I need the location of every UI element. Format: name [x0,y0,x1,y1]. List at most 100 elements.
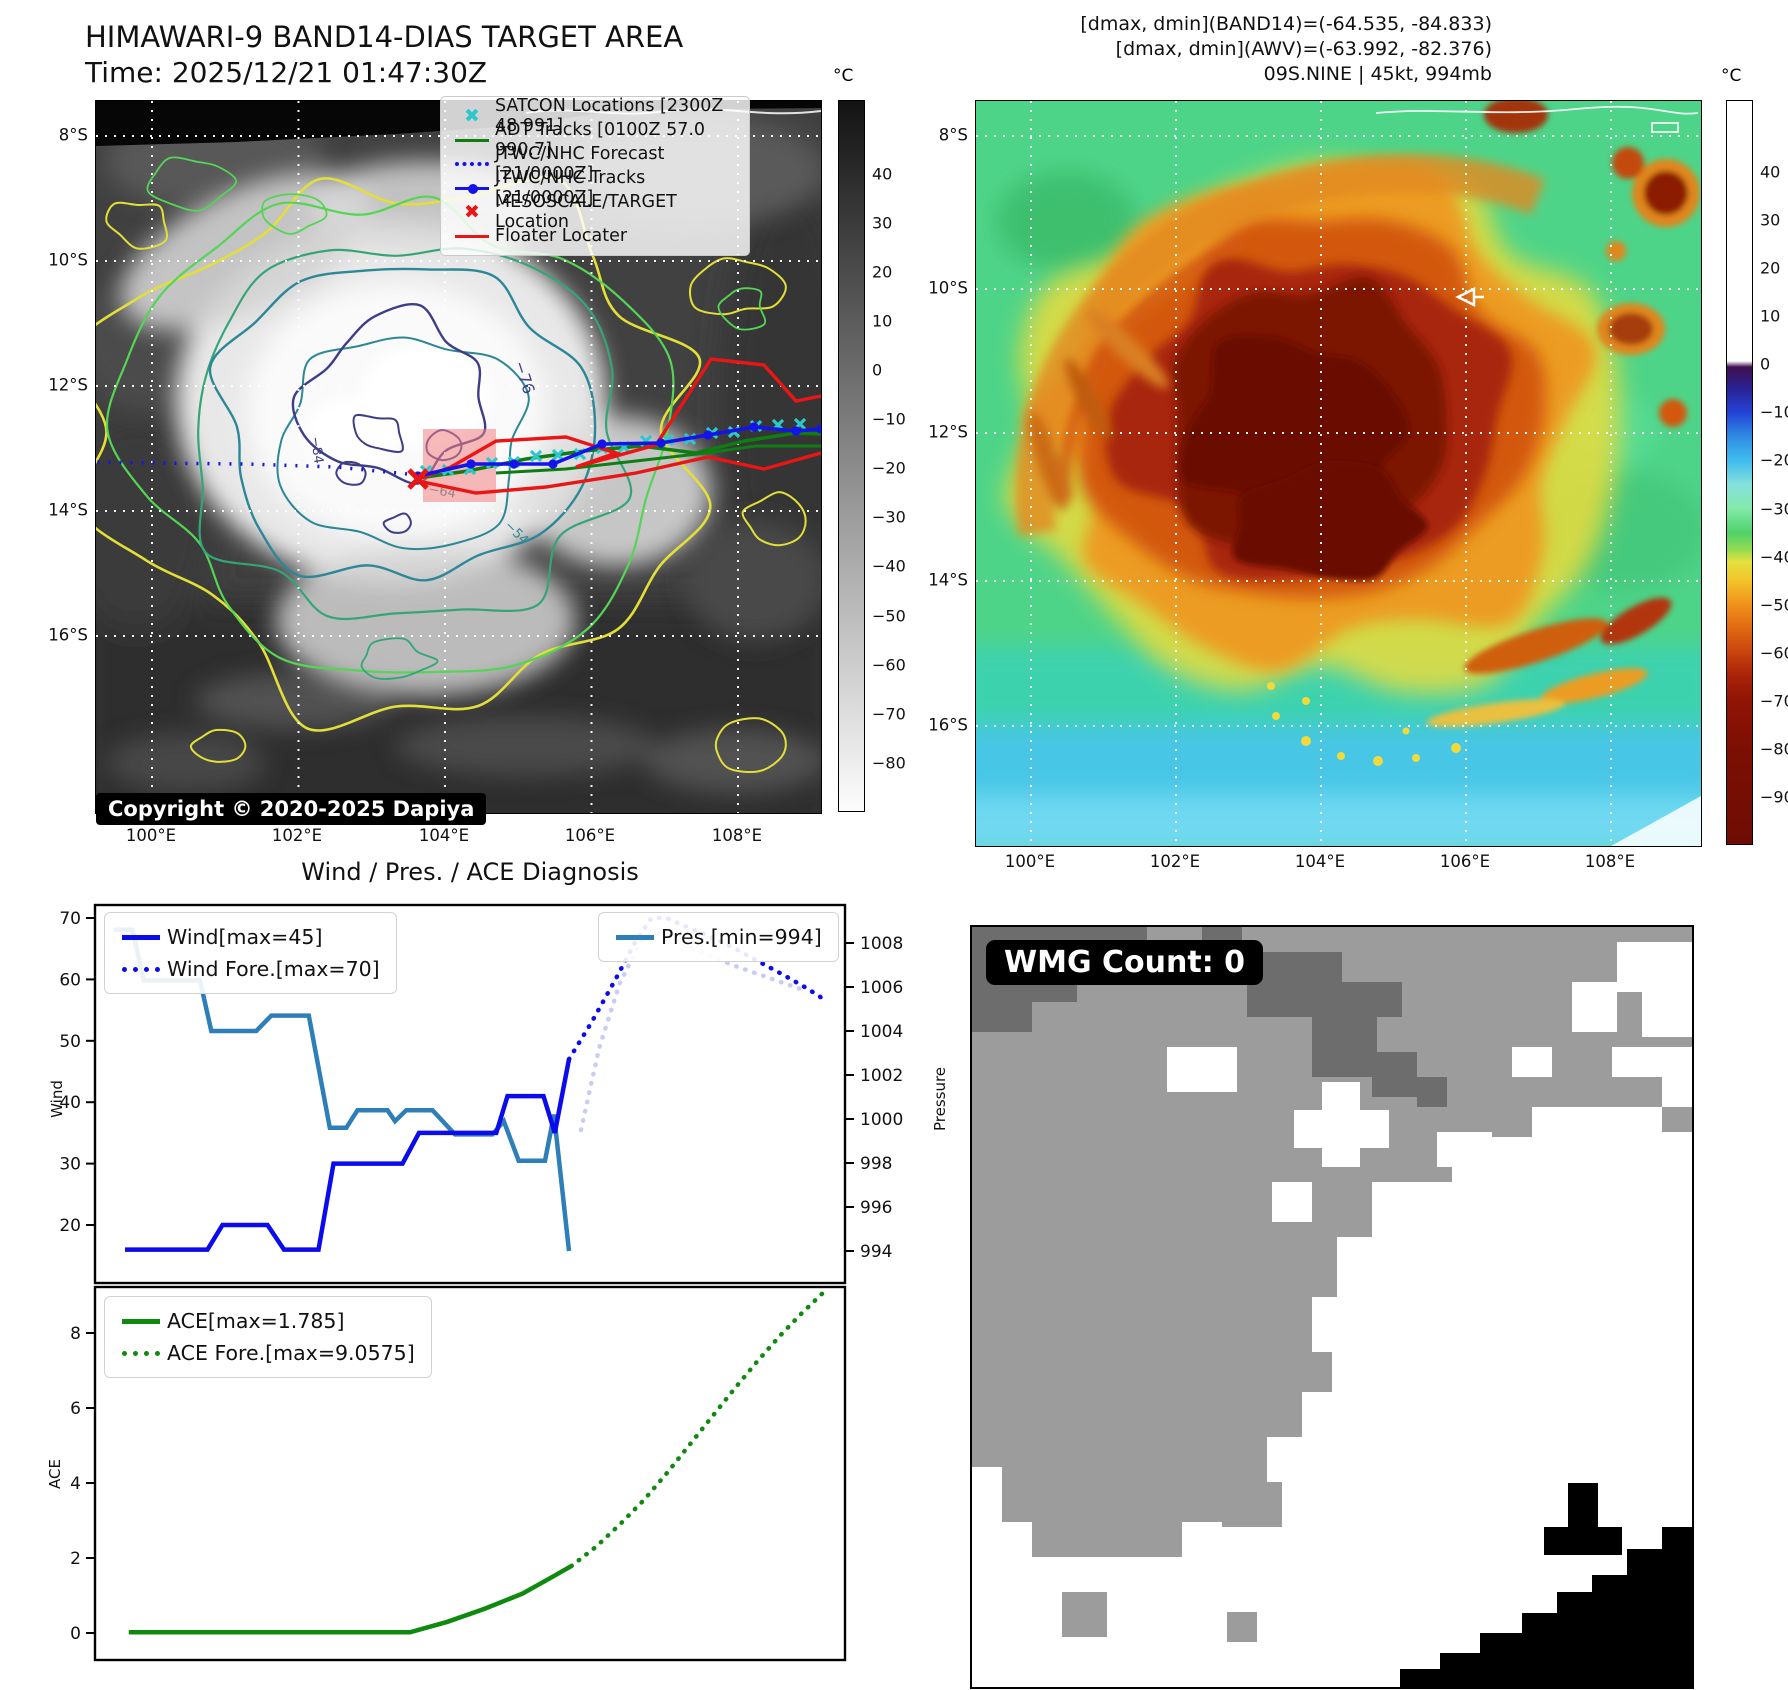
diagnosis-title: Wind / Pres. / ACE Diagnosis [301,858,639,886]
awv-colorbar-tick: 40 [1760,162,1781,182]
awv-colorbar-tick: 30 [1760,210,1781,230]
awv-lat-tick: 16°S [928,715,968,735]
band14-colorbar-tick: −70 [872,704,906,724]
line-marker-icon [449,234,495,238]
axis-tick-label: 0 [70,1624,81,1644]
awv-lat-tick: 10°S [928,278,968,298]
awv-colorbar-unit: °C [1721,66,1742,86]
mask-white-holes [972,942,1692,1527]
line-marker-icon [115,1350,167,1356]
axis-tick-label: 40 [59,1093,81,1113]
jtwc-track-point [791,426,801,436]
awv-lat-tick: 14°S [928,570,968,590]
legend-item: JTWC/NHC Tracks [21/0000Z] [449,168,737,208]
legend-item: ✖ SATCON Locations [2300Z 48 991] [449,96,737,136]
coastline-north [1375,105,1699,133]
axis-tick-label: 60 [59,970,81,990]
awv-colorbar-tick: −40 [1760,547,1788,567]
axis-tick-label: 20 [59,1216,81,1236]
outlying-cloud-spots [1426,101,1700,727]
series-Pres.[min=994] [113,927,572,1252]
awv-colorbar-tick: 10 [1760,306,1781,326]
band14-colorbar-tick: 20 [872,262,893,282]
axis-tick-label: 1008 [860,934,903,954]
band14-colorbar-tick: −60 [872,655,906,675]
awv-colorbar-tick: 20 [1760,258,1781,278]
axis-tick-label: 50 [59,1032,81,1052]
awv-lon-tick: 102°E [1149,852,1201,871]
legend-item: ADT Tracks [0100Z 57.0 990.7] [449,120,737,160]
x-marker-icon: ✖ [464,104,480,127]
legend-item: ACE Fore.[max=9.0575] [115,1337,415,1369]
line-marker-icon [115,966,167,972]
storm-tracks [96,357,821,502]
ace-chart: 0 2 4 6 8 [70,1285,847,1662]
legend-label: ACE[max=1.785] [167,1309,345,1333]
graticule [976,101,1701,846]
legend-label: SATCON Locations [2300Z 48 991] [495,96,724,136]
jtwc-track-point [816,424,821,434]
jtwc-track-point [509,459,519,469]
band14-colorbar-tick: −20 [872,458,906,478]
axis-tick-label: 998 [860,1154,892,1174]
awv-colorbar-tick: −20 [1760,450,1788,470]
axis-tick-label: 1002 [860,1066,903,1086]
series-Wind Fore.[max=70] [566,915,829,1062]
awv-lon-tick: 108°E [1584,852,1636,871]
axis-tick-label: 30 [59,1155,81,1175]
band14-lat-tick: 16°S [48,625,88,645]
legend-item: Floater Locater [449,224,737,248]
ace-axis-title: ACE [45,1459,64,1489]
band14-colorbar-tick: −50 [872,606,906,626]
jtwc-track-point [548,459,558,469]
band14-lon-tick: 102°E [271,826,323,845]
dmax-dmin-band14: [dmax, dmin](BAND14)=(-64.535, -84.833) [1080,13,1492,35]
series-ACE Fore.[max=9.0575] [569,1291,825,1569]
band14-colorbar-tick: 40 [872,164,893,184]
jtwc-track-point [703,430,713,440]
awv-lat-tick: 12°S [928,422,968,442]
legend-label: JTWC/NHC Tracks [21/0000Z] [495,168,646,208]
axis-tick-label: 70 [59,909,81,929]
series-Wind[max=45] [125,1058,572,1252]
legend-label: MESOSCALE/TARGET Location [495,192,677,232]
legend-label: Pres.[min=994] [661,925,822,949]
line-marker-icon [449,183,495,194]
series-pres-forecast-faint [578,929,810,1133]
legend-item: JTWC/NHC Forecast [21/0000Z] [449,144,737,184]
legend-label: ADT Tracks [0100Z 57.0 990.7] [495,120,706,160]
awv-colorbar-tick: −90 [1760,787,1788,807]
swath-edge-corner [1611,796,1701,846]
band14-colorbar-tick: −40 [872,556,906,576]
legend-label: Floater Locater [495,226,628,246]
legend-label: Wind[max=45] [167,925,323,949]
band14-colorbar-tick: 30 [872,213,893,233]
legend-label: Wind Fore.[max=70] [167,957,380,981]
band14-colorbar-tick: −10 [872,409,906,429]
band14-lon-tick: 100°E [125,826,177,845]
satcon-x-marker [529,449,543,463]
axis-tick-label: 4 [70,1474,81,1494]
axis-tick-label: 6 [70,1399,81,1419]
awv-colorbar-tick: −60 [1760,643,1788,663]
line-marker-icon [609,934,661,940]
wmg-mask-image [972,927,1692,1687]
pressure-axis-title: Pressure [931,1066,950,1132]
axis-tick-label: 1000 [860,1110,903,1130]
storm-id-intensity: 09S.NINE | 45kt, 994mb [1263,63,1492,85]
band14-colorbar-tick: −30 [872,507,906,527]
legend-item: Pres.[min=994] [609,921,822,953]
pressure-chart-legend: Pres.[min=994] [598,912,839,962]
x-marker-icon: ✖ [464,200,480,223]
band14-map-legend: ✖ SATCON Locations [2300Z 48 991] ADT Trac… [440,96,750,256]
awv-colorbar [1726,100,1753,845]
page-title: HIMAWARI-9 BAND14-DIAS TARGET AREA [85,20,684,54]
legend-label: ACE Fore.[max=9.0575] [167,1341,415,1365]
band14-lon-tick: 106°E [564,826,616,845]
jtwc-track-point [749,422,759,432]
awv-colorbar-tick: 0 [1760,354,1771,374]
ace-chart-legend: ACE[max=1.785] ACE Fore.[max=9.0575] [104,1296,432,1378]
wind-pressure-chart: 20 30 40 50 60 70 994 996 998 1000 1002 1004 1006 100… [59,903,903,1285]
adt-track-2 [495,444,821,475]
